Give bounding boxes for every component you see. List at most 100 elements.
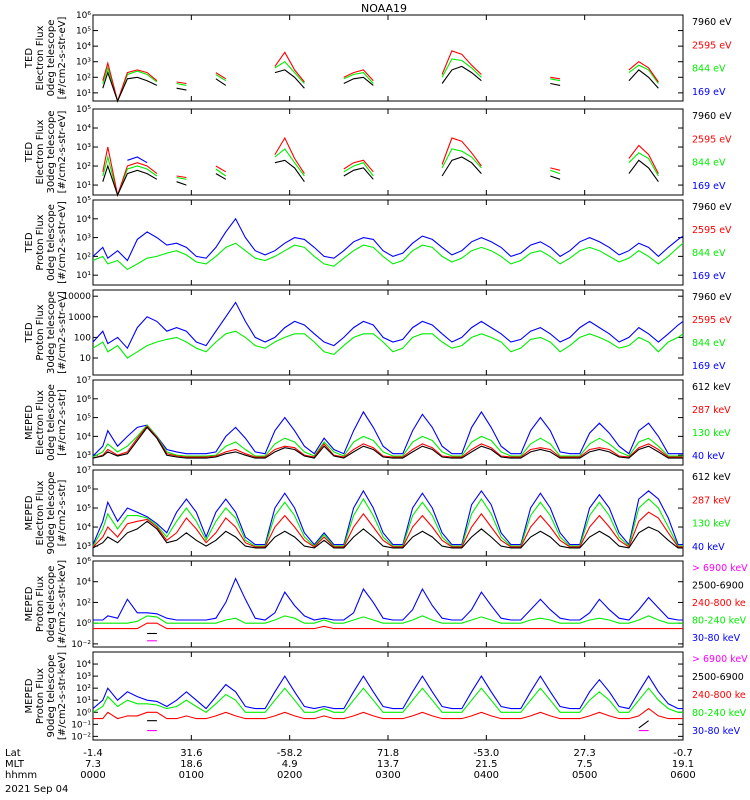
y-tick-label: 10⁴ bbox=[76, 523, 91, 533]
y-tick-label: 10000 bbox=[62, 292, 91, 302]
y-tick-label: 10⁶ bbox=[76, 11, 91, 21]
y-axis-label-line: TED bbox=[24, 232, 35, 253]
y-axis-label-line: TED bbox=[24, 142, 35, 163]
footer-mlt-value: 13.7 bbox=[377, 759, 399, 770]
y-tick-label: 10³ bbox=[76, 58, 91, 68]
y-axis-label-line: Electron Flux bbox=[35, 25, 46, 90]
date-label: 2021 Sep 04 bbox=[5, 784, 68, 795]
footer-lat-value: 27.3 bbox=[574, 748, 596, 759]
y-axis-label-line: MEPED bbox=[24, 495, 35, 530]
legend-entry: 80-240 keV bbox=[692, 616, 747, 627]
legend-entry: 2500-6900 bbox=[692, 581, 744, 592]
y-tick-label: 10⁻² bbox=[71, 732, 91, 742]
y-tick-label: 10⁴ bbox=[76, 660, 91, 670]
legend-entry: 240-800 ke bbox=[692, 598, 746, 609]
footer-lat-value: -53.0 bbox=[473, 748, 499, 759]
legend-entry: 240-800 ke bbox=[692, 690, 746, 701]
panel-3: 10¹ 10² 10³ 10⁴ 10⁵ TED Proton Flux 0deg telesc… bbox=[24, 196, 732, 286]
series-line-169-ev bbox=[92, 301, 684, 350]
y-tick-label: 10⁴ bbox=[76, 42, 91, 52]
y-tick-label: 10⁶ bbox=[76, 485, 91, 495]
panel-frame bbox=[92, 289, 684, 376]
legend-entry: 7960 eV bbox=[692, 292, 732, 303]
y-tick-label: 10² bbox=[76, 252, 91, 262]
footer-mlt-value: 19.1 bbox=[672, 759, 694, 770]
legend-entry: 130 keV bbox=[692, 519, 731, 530]
y-tick-label: 10⁻² bbox=[71, 640, 91, 650]
y-axis-label-line: Proton Flux bbox=[35, 214, 46, 270]
y-axis-label-line: Electron Flux bbox=[35, 480, 46, 545]
legend-entry: 844 eV bbox=[692, 338, 726, 349]
y-tick-label: 10 bbox=[80, 354, 92, 364]
series-line-80-240-kev bbox=[92, 687, 683, 713]
legend-entry: 7960 eV bbox=[692, 111, 732, 122]
series-line-612-kev bbox=[92, 426, 683, 459]
y-tick-label: 10⁵ bbox=[76, 504, 91, 514]
legend-entry: 2595 eV bbox=[692, 134, 732, 145]
series-line-30-80-kev bbox=[92, 675, 683, 710]
y-axis-label-line: [#/cm2-s-str-keV] bbox=[57, 652, 68, 740]
legend-entry: 844 eV bbox=[692, 248, 726, 259]
footer-mlt-value: 4.9 bbox=[282, 759, 298, 770]
y-axis-label-line: [#/cm2-s-str] bbox=[57, 479, 68, 546]
y-tick-label: 10² bbox=[76, 162, 91, 172]
y-tick-label: 10³ bbox=[76, 451, 91, 461]
legend-entry: 287 keV bbox=[692, 495, 731, 506]
chart-title: NOAA19 bbox=[361, 2, 407, 15]
series-line-2500-6900 bbox=[147, 634, 639, 637]
y-axis-label-line: 30deg telescope bbox=[46, 110, 57, 193]
y-tick-label: 10⁵ bbox=[76, 196, 91, 206]
y-tick-label: 10⁴ bbox=[76, 578, 91, 588]
legend-entry: 169 eV bbox=[692, 361, 726, 372]
y-tick-label: 10⁵ bbox=[76, 105, 91, 115]
legend-entry: 30-80 keV bbox=[692, 633, 741, 644]
y-tick-label: 10² bbox=[76, 598, 91, 608]
series-line-169-ev bbox=[92, 217, 684, 262]
legend-entry: 80-240 keV bbox=[692, 708, 747, 719]
panel-frame bbox=[92, 560, 684, 648]
y-tick-label: 1000 bbox=[68, 313, 91, 323]
legend-entry: 40 keV bbox=[692, 542, 725, 553]
legend-entry: 2595 eV bbox=[692, 225, 732, 236]
legend-entry: 7960 eV bbox=[692, 17, 732, 28]
legend-entry: 2595 eV bbox=[692, 40, 732, 51]
y-tick-label: 10³ bbox=[76, 542, 91, 552]
y-axis-label-line: [#/cm2-s-str-eV] bbox=[57, 291, 68, 374]
y-axis-label-line: 0deg telescope bbox=[46, 384, 57, 461]
y-tick-label: 10⁵ bbox=[76, 414, 91, 424]
y-tick-label: 10⁷ bbox=[76, 466, 91, 476]
y-axis-label-line: 30deg telescope bbox=[46, 291, 57, 374]
footer-lat-value: -1.4 bbox=[83, 748, 103, 759]
y-tick-label: 10⁴ bbox=[76, 432, 91, 442]
y-axis-label-line: 0deg telescope bbox=[46, 566, 57, 643]
series-line-287-kev bbox=[92, 511, 683, 548]
y-tick-label: 10³ bbox=[76, 143, 91, 153]
y-axis-label-line: 90deg telescope bbox=[46, 471, 57, 554]
y-axis-label-line: Electron Flux bbox=[35, 119, 46, 184]
series-line-612-kev bbox=[92, 520, 683, 549]
y-tick-label: 10⁶ bbox=[76, 557, 91, 567]
footer-lat-value: -58.2 bbox=[277, 748, 303, 759]
series-line-287-kev bbox=[92, 425, 683, 459]
legend-entry: > 6900 keV bbox=[692, 563, 748, 574]
footer-mlt-value: 7.5 bbox=[577, 759, 593, 770]
footer-hhmm-value: 0000 bbox=[80, 770, 105, 781]
panel-5: 10³ 10⁴ 10⁵ 10⁶ 10⁷ MEPED Electron Flux 0deg te… bbox=[24, 376, 731, 466]
y-axis-label-line: Proton Flux bbox=[35, 668, 46, 724]
y-tick-label: 10⁻¹ bbox=[71, 720, 91, 730]
y-tick-label: 10³ bbox=[76, 234, 91, 244]
series-line-80-240-kev bbox=[93, 615, 683, 624]
series-line-2500-6900 bbox=[147, 720, 649, 729]
legend-entry: 169 eV bbox=[692, 87, 726, 98]
y-axis-label-line: MEPED bbox=[24, 586, 35, 621]
panel-4: 10 100 1000 10000 TED Proton Flux 30deg telesc… bbox=[24, 289, 732, 376]
footer-row-label-lat: Lat bbox=[5, 748, 21, 759]
footer-hhmm-value: 0500 bbox=[572, 770, 597, 781]
series-line-30-80-kev bbox=[93, 577, 683, 621]
y-axis-label-line: 90deg telescope bbox=[46, 654, 57, 737]
legend-entry: > 6900 keV bbox=[692, 654, 748, 665]
y-tick-label: 10⁴ bbox=[76, 215, 91, 225]
series-line-130-kev bbox=[92, 424, 683, 458]
